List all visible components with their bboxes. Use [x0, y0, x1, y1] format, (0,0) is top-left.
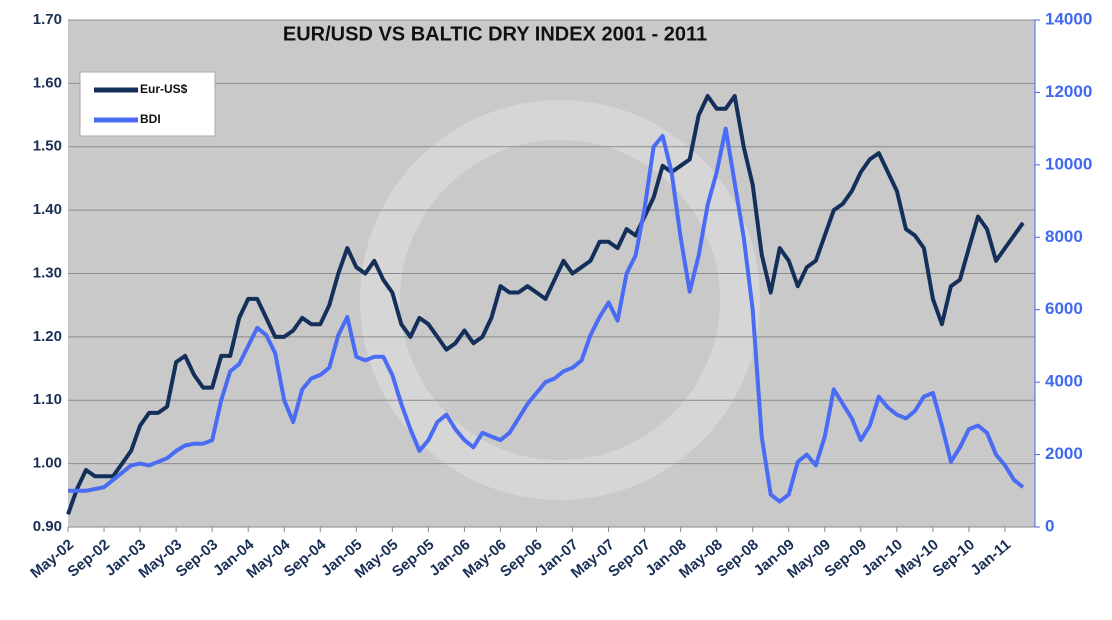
x-tick-label: Sep-03	[173, 536, 222, 581]
y-tick-label: 0.90	[33, 518, 62, 535]
legend-label: Eur-US$	[140, 82, 188, 96]
x-tick-label: Sep-07	[605, 536, 654, 581]
legend-label: BDI	[140, 112, 161, 126]
y2-tick-label: 2000	[1045, 444, 1083, 463]
chart-title: EUR/USD VS BALTIC DRY INDEX 2001 - 2011	[283, 23, 707, 45]
x-tick-label: Sep-09	[821, 536, 870, 581]
x-tick-label: Sep-10	[929, 536, 978, 581]
y2-tick-label: 14000	[1045, 9, 1092, 28]
y-tick-label: 1.10	[33, 391, 62, 408]
y-tick-label: 1.40	[33, 201, 62, 218]
y-tick-label: 1.00	[33, 455, 62, 472]
x-tick-label: Sep-04	[281, 536, 330, 581]
y-tick-label: 1.60	[33, 74, 62, 91]
y2-tick-label: 8000	[1045, 227, 1083, 246]
y-tick-label: 1.20	[33, 328, 62, 345]
x-tick-label: Sep-06	[497, 536, 546, 581]
chart: EUR/USD VS BALTIC DRY INDEX 2001 - 2011 …	[0, 0, 1112, 620]
y2-tick-label: 6000	[1045, 299, 1083, 318]
x-tick-label: Sep-08	[713, 536, 762, 581]
y-tick-label: 1.50	[33, 138, 62, 155]
x-tick-label: Sep-05	[389, 536, 438, 581]
y2-tick-label: 0	[1045, 516, 1054, 535]
y-tick-label: 1.30	[33, 264, 62, 281]
y2-tick-label: 12000	[1045, 82, 1092, 101]
x-tick-label: Sep-02	[65, 536, 114, 581]
x-tick-label: Jan-11	[967, 536, 1014, 579]
y2-tick-label: 4000	[1045, 372, 1083, 391]
y2-tick-label: 10000	[1045, 154, 1092, 173]
y-tick-label: 1.70	[33, 11, 62, 28]
